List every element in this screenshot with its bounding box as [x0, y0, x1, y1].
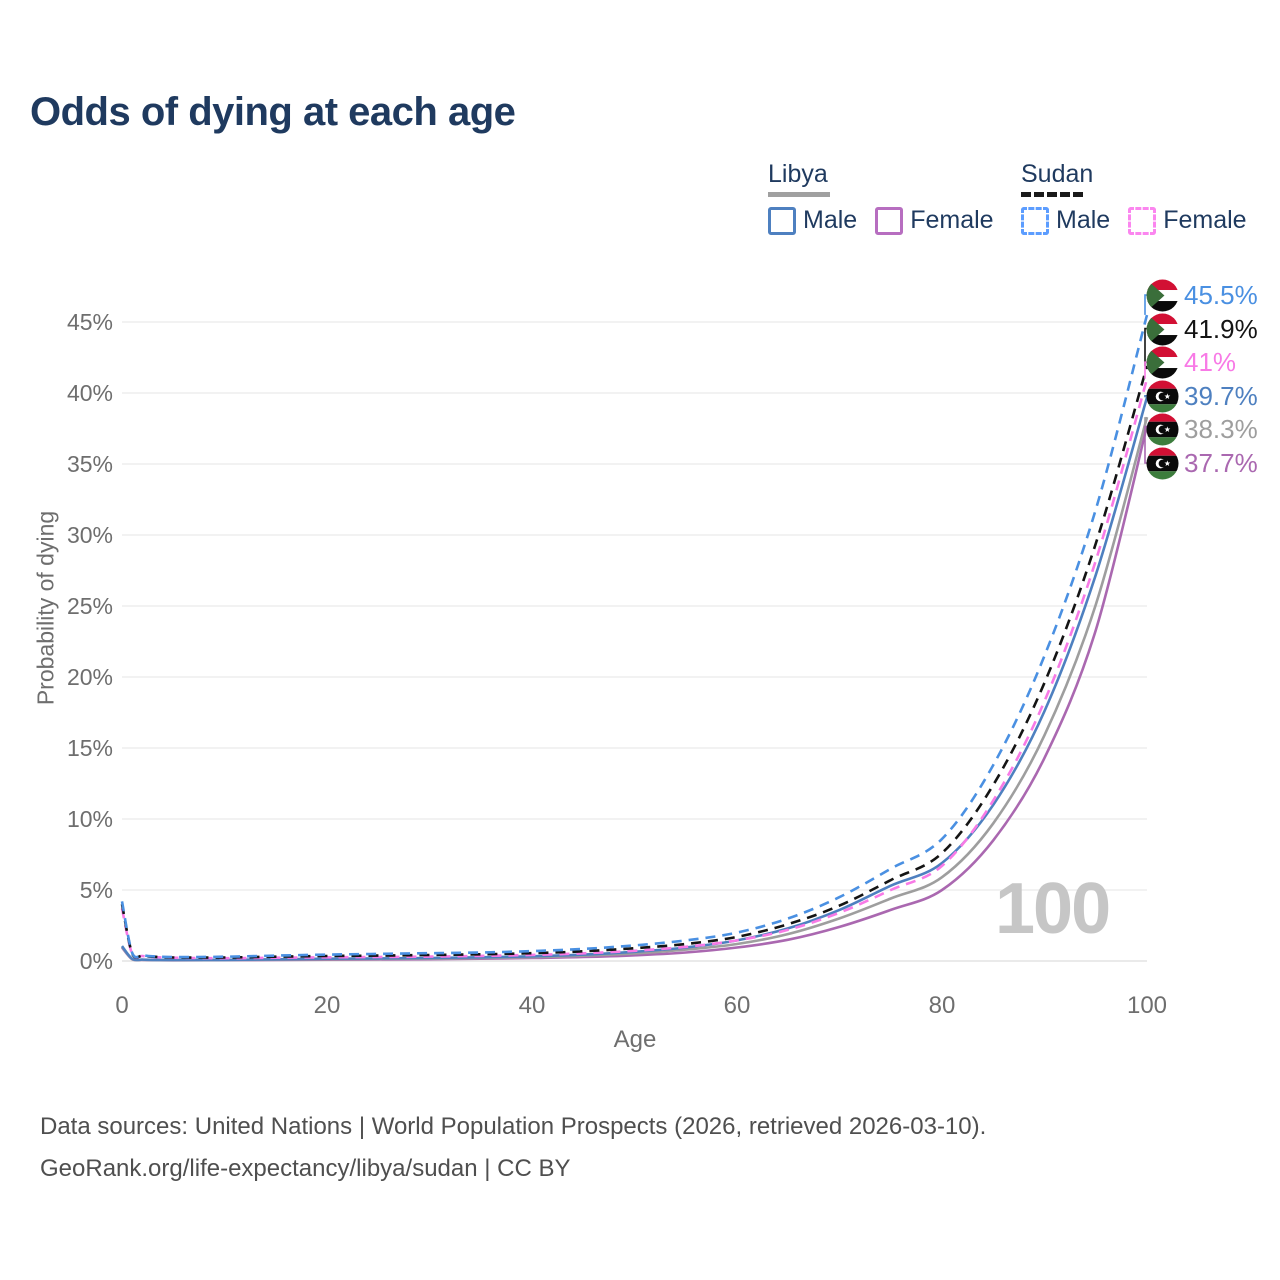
- y-tick-label: 5%: [79, 877, 113, 903]
- footer-sources-line: Data sources: United Nations | World Pop…: [40, 1113, 987, 1140]
- legend-group-libya: Libya Male Female: [768, 160, 1012, 235]
- series-end-value: 41.9%: [1184, 313, 1258, 344]
- x-axis: 0 20 40 60 80 100: [0, 992, 1280, 1022]
- footer-attribution-line: GeoRank.org/life-expectancy/libya/sudan …: [40, 1155, 571, 1182]
- series-end-value: 39.7%: [1184, 380, 1258, 411]
- y-tick-label: 15%: [66, 735, 113, 761]
- y-axis: 0% 5% 10% 15% 20% 25% 30% 35% 40% 45%: [0, 0, 113, 1280]
- y-tick-label: 0%: [79, 948, 113, 974]
- series-end-label-libya-male: 39.7%: [1146, 379, 1258, 413]
- y-tick-label: 45%: [66, 309, 113, 335]
- legend-label-sudan-male[interactable]: Male: [1056, 206, 1111, 234]
- y-axis-title: Probability of dying: [32, 510, 59, 706]
- legend-group-sudan: Sudan Male Female: [1021, 160, 1265, 235]
- series-line-libya-both-sexes[interactable]: [120, 416, 1149, 962]
- legend-label-sudan-female[interactable]: Female: [1163, 206, 1247, 234]
- series-end-label-sudan-male: 45.5%: [1146, 278, 1258, 312]
- libya-flag-wrap: [1146, 446, 1179, 480]
- libya-flag-wrap: [1146, 412, 1179, 446]
- sudan-flag-icon: [1146, 312, 1179, 346]
- page-title: Odds of dying at each age: [30, 90, 516, 134]
- y-tick-label: 20%: [66, 664, 113, 690]
- series-line-libya-male[interactable]: [120, 396, 1149, 962]
- series-line-sudan-both-sexes[interactable]: [120, 365, 1149, 959]
- y-tick-label: 25%: [66, 593, 113, 619]
- legend-country-label: Sudan: [1021, 160, 1094, 188]
- libya-flag-icon: [1146, 446, 1179, 480]
- legend-swatch-libya-female[interactable]: [875, 206, 904, 235]
- x-tick-label: 20: [313, 992, 341, 1019]
- libya-flag-wrap: [1146, 379, 1179, 413]
- x-tick-label: 100: [1126, 992, 1168, 1019]
- y-tick-label: 35%: [66, 451, 113, 477]
- x-axis-title: Age: [613, 1026, 657, 1053]
- series-end-value: 37.7%: [1184, 447, 1258, 478]
- age-watermark: 100: [995, 869, 1111, 949]
- legend-swatch-libya-male[interactable]: [768, 206, 796, 235]
- legend-swatch-sudan-male[interactable]: [1021, 206, 1049, 235]
- series-end-label-sudan-female: 41%: [1146, 345, 1236, 379]
- y-tick-label: 40%: [66, 380, 113, 406]
- sudan-flag-wrap: [1146, 345, 1179, 379]
- libya-flag-icon: [1146, 412, 1179, 446]
- series-line-sudan-male[interactable]: [120, 314, 1149, 959]
- y-tick-label: 10%: [66, 806, 113, 832]
- x-tick-label: 60: [723, 992, 751, 1019]
- series-end-label-libya-female: 37.7%: [1146, 446, 1258, 480]
- series-end-value: 38.3%: [1184, 413, 1258, 444]
- legend-label-libya-female[interactable]: Female: [910, 206, 994, 234]
- x-tick-label: 40: [518, 992, 546, 1019]
- y-tick-label: 30%: [66, 522, 113, 548]
- series-line-sudan-female[interactable]: [120, 378, 1149, 960]
- series-end-label-libya-both-sexes: 38.3%: [1146, 412, 1258, 446]
- legend-country-label: Libya: [768, 160, 828, 188]
- x-tick-label: 0: [115, 992, 129, 1019]
- sudan-flag-wrap: [1146, 278, 1179, 312]
- libya-flag-icon: [1146, 379, 1179, 413]
- legend-country-libya[interactable]: Libya: [768, 160, 1012, 197]
- sudan-flag-wrap: [1146, 312, 1179, 346]
- legend-label-libya-male[interactable]: Male: [803, 206, 858, 234]
- series-line-libya-female[interactable]: [120, 425, 1149, 962]
- legend-country-sudan[interactable]: Sudan: [1021, 160, 1265, 197]
- sudan-flag-icon: [1146, 278, 1179, 312]
- series-end-value: 41%: [1184, 346, 1237, 377]
- libya-line-sample: [768, 192, 830, 197]
- legend-swatch-sudan-female[interactable]: [1128, 206, 1157, 235]
- x-tick-label: 80: [928, 992, 956, 1019]
- footer: Data sources: United Nations | World Pop…: [40, 1106, 986, 1190]
- series-end-value: 45.5%: [1184, 279, 1258, 310]
- series-end-label-sudan-both-sexes: 41.9%: [1146, 312, 1258, 346]
- sudan-flag-icon: [1146, 345, 1179, 379]
- sudan-line-sample: [1021, 192, 1083, 197]
